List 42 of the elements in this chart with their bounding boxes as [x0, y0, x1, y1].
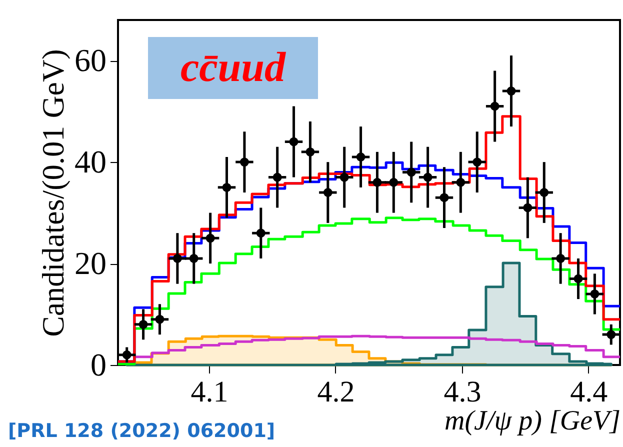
point: [472, 158, 482, 167]
point: [456, 178, 466, 187]
point: [372, 178, 382, 187]
point: [540, 188, 549, 197]
point: [306, 147, 315, 156]
point: [289, 137, 298, 146]
point: [206, 234, 215, 243]
point: [490, 102, 500, 111]
point: [523, 203, 532, 212]
point: [556, 254, 566, 263]
point: [606, 330, 616, 340]
point: [222, 182, 232, 192]
x-tick-label: 4.2: [317, 376, 355, 408]
x-tick-label: 4.4: [570, 376, 608, 408]
y-tick-label: 60: [74, 42, 106, 78]
y-tick-label: 0: [90, 346, 106, 382]
y-tick-label: 40: [74, 144, 106, 180]
point: [272, 172, 282, 182]
point: [574, 274, 583, 284]
y-tick-label: 20: [74, 245, 106, 282]
point: [506, 86, 516, 96]
x-tick-label: 4.1: [190, 376, 228, 408]
point: [122, 350, 132, 360]
x-axis-title: m(J/ψ p) [GeV]: [444, 406, 620, 436]
point: [155, 314, 164, 324]
point: [240, 158, 249, 167]
point: [340, 172, 349, 182]
y-axis-title: Candidates/(0.01 GeV): [36, 49, 70, 337]
point: [138, 320, 148, 329]
x-tick-label: 4.3: [444, 376, 482, 408]
point: [356, 152, 366, 162]
point: [440, 193, 449, 202]
point: [423, 172, 432, 182]
point: [406, 168, 416, 177]
point: [389, 178, 398, 187]
text: [PRL 128 (2022) 062001]: [8, 420, 276, 442]
point: [323, 188, 332, 197]
label-box: cc̄uud: [148, 37, 318, 99]
point: [590, 290, 600, 298]
point: [256, 228, 266, 238]
point: [189, 254, 198, 263]
point: [172, 254, 182, 263]
